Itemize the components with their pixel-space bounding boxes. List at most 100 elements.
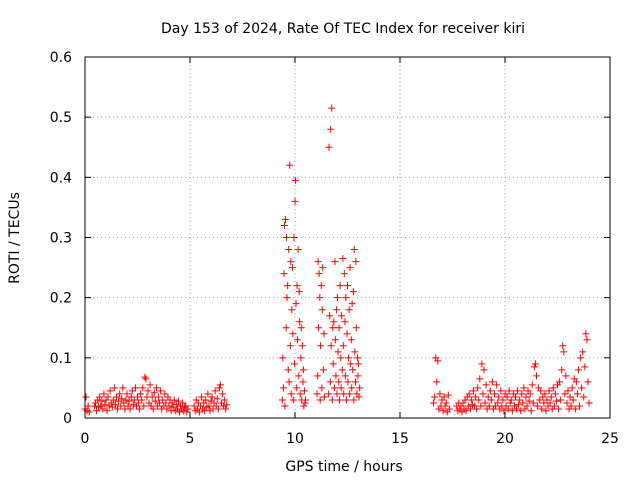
data-point <box>319 366 327 374</box>
data-point <box>546 399 554 407</box>
data-point <box>298 342 306 350</box>
data-point <box>296 390 304 398</box>
data-point <box>346 390 354 398</box>
data-point <box>149 405 157 413</box>
data-point <box>537 387 545 395</box>
data-point <box>99 405 107 413</box>
data-point <box>299 366 307 374</box>
data-point <box>318 306 326 314</box>
data-point <box>93 407 101 415</box>
data-point <box>331 258 339 266</box>
data-point <box>327 125 335 133</box>
data-point <box>550 402 558 410</box>
data-point <box>291 176 299 184</box>
data-point <box>294 246 302 254</box>
data-point <box>140 402 148 410</box>
data-point <box>135 399 143 407</box>
data-point <box>118 395 126 403</box>
data-point <box>499 396 507 404</box>
data-point <box>342 396 350 404</box>
data-point <box>433 378 441 386</box>
data-point <box>477 402 485 410</box>
data-point <box>295 288 303 296</box>
data-point <box>538 405 546 413</box>
data-point <box>507 396 515 404</box>
data-point <box>505 387 513 395</box>
x-tick-label: 10 <box>286 431 304 447</box>
data-point <box>282 324 290 332</box>
y-axis-title: ROTI / TECUs <box>7 192 23 284</box>
data-point <box>150 389 158 397</box>
data-point <box>440 393 448 401</box>
data-point <box>531 360 539 368</box>
data-point <box>207 397 215 405</box>
data-point <box>216 381 224 389</box>
data-point <box>317 282 325 290</box>
data-point <box>339 342 347 350</box>
data-point <box>517 407 525 415</box>
data-point <box>190 402 198 410</box>
data-point <box>103 407 111 415</box>
data-point <box>536 396 544 404</box>
data-point <box>519 399 527 407</box>
data-point <box>351 348 359 356</box>
data-point <box>551 390 559 398</box>
data-point <box>527 407 535 415</box>
data-point <box>534 402 542 410</box>
data-point <box>151 397 159 405</box>
data-points <box>81 104 593 416</box>
data-point <box>222 405 230 413</box>
data-point <box>466 405 474 413</box>
data-point <box>561 390 569 398</box>
data-point <box>205 402 213 410</box>
data-point <box>98 397 106 405</box>
data-point <box>214 405 222 413</box>
data-point <box>545 387 553 395</box>
data-point <box>549 384 557 392</box>
data-point <box>513 405 521 413</box>
data-point <box>330 384 338 392</box>
data-point <box>165 402 173 410</box>
data-point <box>431 393 439 401</box>
data-point <box>278 396 286 404</box>
data-point <box>584 378 592 386</box>
data-point <box>291 360 299 368</box>
x-tick-label: 5 <box>186 431 195 447</box>
data-point <box>315 270 323 278</box>
data-point <box>488 378 496 386</box>
data-point <box>552 397 560 405</box>
data-point <box>131 384 139 392</box>
data-point <box>520 384 528 392</box>
data-point <box>526 390 534 398</box>
data-point <box>300 387 308 395</box>
y-tick-label: 0.2 <box>50 291 72 307</box>
data-point <box>293 282 301 290</box>
data-point <box>338 366 346 374</box>
data-point <box>444 391 452 399</box>
data-point <box>141 373 149 381</box>
data-point <box>351 378 359 386</box>
data-point <box>204 390 212 398</box>
data-point <box>580 393 588 401</box>
data-point <box>286 161 294 169</box>
x-tick-label: 0 <box>81 431 90 447</box>
data-point <box>329 324 337 332</box>
data-point <box>138 396 146 404</box>
data-point <box>123 390 131 398</box>
data-point <box>578 384 586 392</box>
data-point <box>445 405 453 413</box>
data-point <box>162 399 170 407</box>
data-point <box>198 393 206 401</box>
data-point <box>127 393 135 401</box>
data-point <box>104 393 112 401</box>
data-point <box>486 387 494 395</box>
y-tick-label: 0 <box>63 411 72 427</box>
data-point <box>293 384 301 392</box>
data-point <box>180 407 188 415</box>
data-point <box>211 387 219 395</box>
data-point <box>285 378 293 386</box>
data-point <box>313 390 321 398</box>
x-axis-title: GPS time / hours <box>285 459 402 475</box>
y-tick-label: 0.6 <box>50 50 72 66</box>
data-point <box>335 378 343 386</box>
